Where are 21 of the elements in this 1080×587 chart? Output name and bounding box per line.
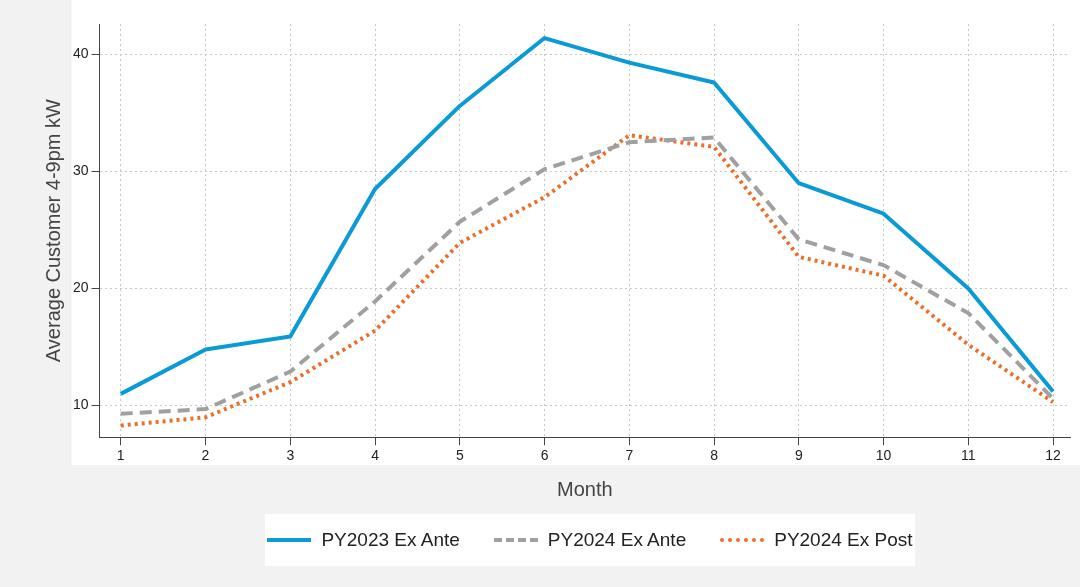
- x-tick-label: 2: [201, 447, 210, 464]
- y-tick-label: 10: [72, 396, 89, 413]
- y-axis-title: Average Customer 4-9pm kW: [41, 98, 64, 363]
- y-tick-label: 40: [72, 45, 89, 62]
- x-tick-label: 12: [1045, 447, 1062, 464]
- y-tick-label: 30: [72, 162, 89, 179]
- x-tick-label: 11: [961, 447, 976, 464]
- x-tick-label: 7: [625, 447, 634, 464]
- y-tick-label: 20: [72, 279, 89, 296]
- legend-label: PY2024 Ex Ante: [547, 529, 687, 551]
- x-tick-label: 1: [116, 447, 125, 464]
- x-tick-label: 6: [540, 447, 549, 464]
- legend-label: PY2024 Ex Post: [774, 529, 913, 551]
- legend-label: PY2023 Ex Ante: [321, 529, 460, 551]
- x-tick-label: 10: [875, 447, 892, 464]
- x-tick-label: 3: [286, 447, 295, 464]
- x-tick-label: 8: [710, 447, 719, 464]
- x-tick-label: 5: [455, 447, 464, 464]
- x-axis-title: Month: [556, 477, 613, 500]
- x-tick-label: 9: [794, 447, 803, 464]
- x-tick-label: 4: [371, 447, 380, 464]
